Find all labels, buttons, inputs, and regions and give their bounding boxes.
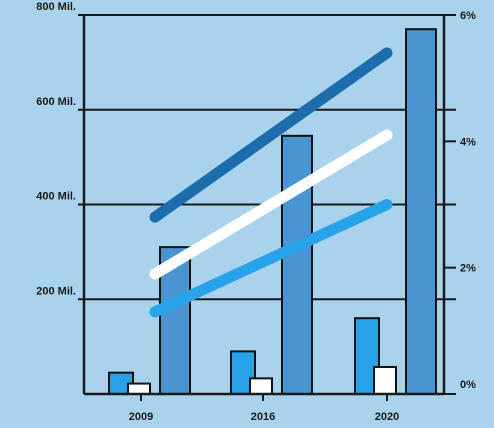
trend-line bbox=[149, 129, 393, 280]
x-tick-label: 2009 bbox=[129, 411, 153, 423]
y2-tick-label: 4% bbox=[460, 136, 476, 148]
bars bbox=[108, 28, 437, 396]
bar bbox=[127, 382, 151, 396]
y2-tick-label: 2% bbox=[460, 263, 476, 275]
y-tick-label: 800 Mil. bbox=[36, 1, 76, 13]
y-tick-label: 400 Mil. bbox=[36, 191, 76, 203]
y-tick-label: 200 Mil. bbox=[36, 285, 76, 297]
y2-tick-label: 0% bbox=[460, 379, 476, 391]
trend-lines bbox=[149, 47, 393, 318]
bar bbox=[281, 134, 313, 395]
x-tick-label: 2020 bbox=[375, 411, 399, 423]
bar bbox=[249, 377, 273, 395]
trend-line bbox=[149, 47, 393, 223]
tick-labels: 200 Mil. 400 Mil. 600 Mil. 800 Mil. 0% 2% 4% 6%… bbox=[36, 1, 476, 423]
bar bbox=[373, 365, 397, 395]
gridlines bbox=[78, 14, 456, 301]
trend-line bbox=[149, 199, 393, 318]
y2-tick-label: 6% bbox=[460, 10, 476, 22]
bar bbox=[405, 28, 437, 396]
y-tick-label: 600 Mil. bbox=[36, 96, 76, 108]
axes bbox=[82, 14, 456, 401]
x-tick-label: 2016 bbox=[251, 411, 275, 423]
